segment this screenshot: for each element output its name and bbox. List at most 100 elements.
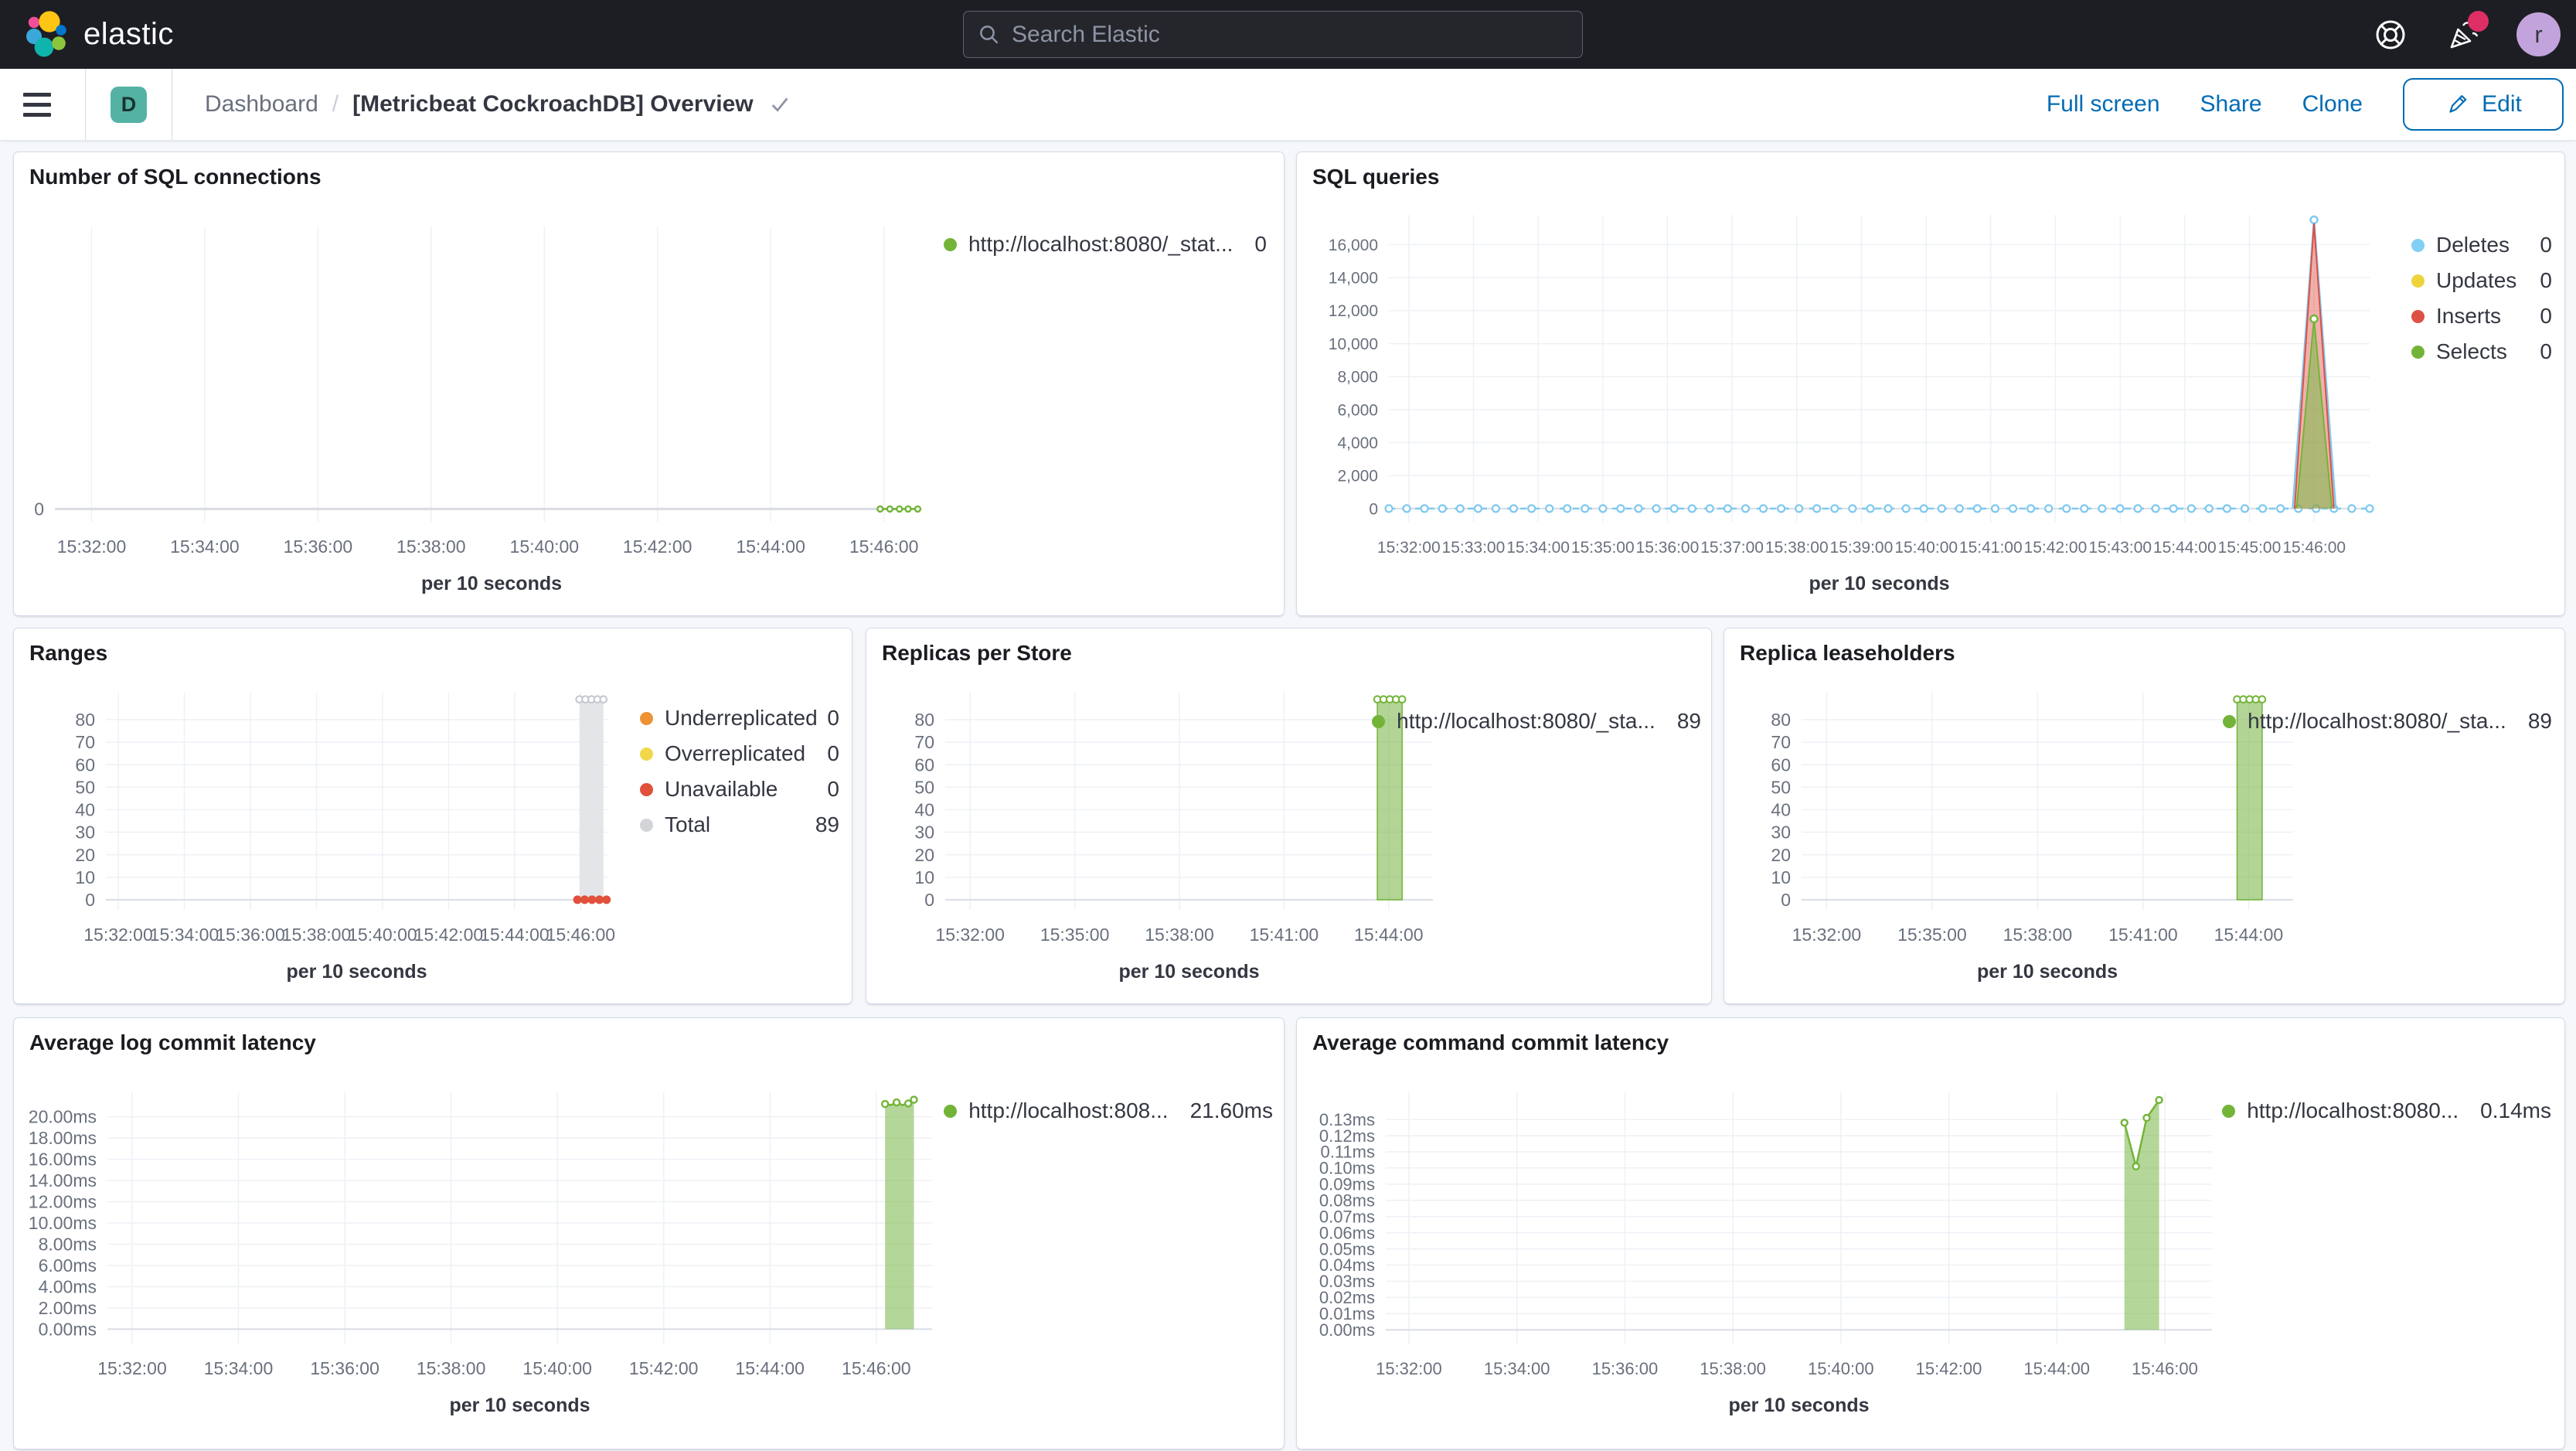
svg-text:15:36:00: 15:36:00 <box>1636 539 1700 557</box>
legend-item-overreplicated[interactable]: Overreplicated 0 <box>640 741 839 766</box>
svg-text:15:46:00: 15:46:00 <box>2132 1359 2198 1378</box>
svg-text:10: 10 <box>75 867 95 887</box>
svg-text:0: 0 <box>1781 890 1791 910</box>
chart-average-log-commit-latency[interactable]: 0.00ms 2.00ms 4.00ms 6.00ms 8.00ms 10.00ms 12.… <box>14 1092 949 1425</box>
svg-text:15:40:00: 15:40:00 <box>1894 539 1958 557</box>
legend-value: 0 <box>827 777 839 801</box>
svg-text:12,000: 12,000 <box>1329 302 1378 320</box>
svg-text:15:36:00: 15:36:00 <box>310 1358 379 1378</box>
legend-item-total[interactable]: Total 89 <box>640 812 839 837</box>
chart-replicas-per-store[interactable]: 0 10 20 30 40 50 60 70 80 15:32:00 15:35:00 15:38:0… <box>866 693 1442 991</box>
svg-text:15:34:00: 15:34:00 <box>170 536 240 557</box>
svg-text:per 10 seconds: per 10 seconds <box>449 1395 590 1416</box>
legend-label: Deletes <box>2436 233 2510 257</box>
svg-text:15:38:00: 15:38:00 <box>1700 1359 1766 1378</box>
svg-text:15:38:00: 15:38:00 <box>282 925 352 945</box>
legend-value: 0 <box>2540 268 2552 292</box>
svg-text:70: 70 <box>1771 732 1791 752</box>
svg-text:0.12ms: 0.12ms <box>1319 1126 1375 1146</box>
elastic-logo-icon <box>26 10 66 56</box>
legend-color-dot <box>2411 238 2425 252</box>
global-search-bar[interactable] <box>963 11 1583 58</box>
svg-text:0.00ms: 0.00ms <box>1319 1320 1375 1340</box>
legend-item-unavailable[interactable]: Unavailable 0 <box>640 777 839 802</box>
legend-value: 0 <box>2540 304 2552 328</box>
svg-text:0.02ms: 0.02ms <box>1319 1288 1375 1307</box>
chart-ranges[interactable]: 0 10 20 30 40 50 60 70 80 15:32:00 15:34:00 15:36:0… <box>14 693 624 991</box>
svg-text:80: 80 <box>914 710 934 730</box>
svg-text:15:36:00: 15:36:00 <box>216 925 285 945</box>
legend-item-http-localhost-808-[interactable]: http://localhost:808... 21.60ms <box>944 1098 1273 1123</box>
legend-item-inserts[interactable]: Inserts 0 <box>2411 304 2552 329</box>
clone-button[interactable]: Clone <box>2302 91 2363 117</box>
svg-text:15:38:00: 15:38:00 <box>417 1358 486 1378</box>
chart-sql-queries[interactable]: 0 2,000 4,000 6,000 8,000 10,000 12,000 14,000 1… <box>1297 215 2379 603</box>
chart-legend: http://localhost:808... 21.60ms <box>944 1098 1273 1134</box>
svg-text:70: 70 <box>75 732 95 752</box>
svg-text:15:35:00: 15:35:00 <box>1897 925 1967 945</box>
svg-text:60: 60 <box>75 754 95 775</box>
legend-item-selects[interactable]: Selects 0 <box>2411 339 2552 364</box>
svg-text:15:32:00: 15:32:00 <box>1792 925 1862 945</box>
svg-text:20: 20 <box>75 845 95 865</box>
legend-value: 0 <box>1254 232 1267 256</box>
edit-button[interactable]: Edit <box>2403 78 2564 131</box>
breadcrumb-dashboard-link[interactable]: Dashboard <box>205 91 318 117</box>
legend-item-deletes[interactable]: Deletes 0 <box>2411 233 2552 257</box>
legend-label: Unavailable <box>665 777 778 801</box>
svg-text:20: 20 <box>914 845 934 865</box>
svg-text:14.00ms: 14.00ms <box>29 1170 97 1190</box>
svg-text:0.03ms: 0.03ms <box>1319 1272 1375 1291</box>
elastic-logo[interactable]: elastic <box>23 10 174 60</box>
svg-text:15:38:00: 15:38:00 <box>1765 539 1829 557</box>
legend-label: http://localhost:8080/_stat... <box>968 232 1234 256</box>
svg-text:8.00ms: 8.00ms <box>39 1235 97 1255</box>
legend-color-dot <box>640 747 653 761</box>
svg-text:15:38:00: 15:38:00 <box>2003 925 2073 945</box>
elastic-wordmark: elastic <box>83 17 174 51</box>
svg-text:14,000: 14,000 <box>1329 269 1378 287</box>
svg-text:0: 0 <box>924 890 934 910</box>
svg-text:18.00ms: 18.00ms <box>29 1128 97 1148</box>
newsfeed-button[interactable] <box>2444 10 2489 54</box>
share-button[interactable]: Share <box>2200 91 2262 117</box>
search-input[interactable] <box>1001 21 1582 48</box>
toolbar-actions: Full screen Share Clone Edit <box>2047 78 2564 131</box>
legend-color-dot <box>1372 714 1386 728</box>
chart-legend: http://localhost:8080/_sta... 89 <box>1372 709 1701 744</box>
legend-item-http-localhost-8080-sta-[interactable]: http://localhost:8080/_sta... 89 <box>2223 709 2552 734</box>
menu-hamburger-button[interactable] <box>23 92 51 117</box>
svg-text:20.00ms: 20.00ms <box>29 1107 97 1127</box>
avatar[interactable]: r <box>2516 12 2561 56</box>
chart-number-of-sql-connections[interactable]: 0 15:32:00 15:34:00 15:36:00 15:38:00 15:40:0… <box>22 222 972 603</box>
chart-average-command-commit-latency[interactable]: 0.00ms 0.01ms 0.02ms 0.03ms 0.04ms 0.05ms 0.06… <box>1297 1092 2224 1425</box>
svg-text:per 10 seconds: per 10 seconds <box>1809 573 1949 594</box>
svg-text:0.07ms: 0.07ms <box>1319 1207 1375 1226</box>
svg-text:15:32:00: 15:32:00 <box>1377 539 1441 557</box>
svg-text:15:44:00: 15:44:00 <box>1354 925 1424 945</box>
svg-text:0.13ms: 0.13ms <box>1319 1110 1375 1129</box>
svg-text:15:40:00: 15:40:00 <box>1808 1359 1874 1378</box>
legend-color-dot <box>2411 309 2425 323</box>
svg-text:15:42:00: 15:42:00 <box>629 1358 699 1378</box>
svg-text:4,000: 4,000 <box>1337 434 1378 452</box>
svg-text:15:46:00: 15:46:00 <box>849 536 919 557</box>
legend-item-http-localhost-8080-sta-[interactable]: http://localhost:8080/_sta... 89 <box>1372 709 1701 734</box>
checkmark-icon <box>769 94 791 115</box>
legend-value: 0 <box>2540 339 2552 363</box>
help-button[interactable] <box>2371 15 2410 54</box>
legend-item-http-localhost-8080-stat-[interactable]: http://localhost:8080/_stat... 0 <box>943 232 1267 257</box>
svg-text:15:40:00: 15:40:00 <box>510 536 580 557</box>
chart-legend: http://localhost:8080/_sta... 89 <box>2223 709 2552 744</box>
legend-item-http-localhost-8080-[interactable]: http://localhost:8080... 0.14ms <box>2222 1098 2551 1123</box>
full-screen-button[interactable]: Full screen <box>2046 91 2160 117</box>
chart-legend: Underreplicated 0 Overreplicated 0 Unavailab… <box>640 706 839 848</box>
svg-text:15:35:00: 15:35:00 <box>1571 539 1635 557</box>
panel-sql-queries: SQL queries 0 2,000 4,000 6,000 8,000 10,000 1… <box>1296 152 2565 616</box>
legend-item-updates[interactable]: Updates 0 <box>2411 268 2552 293</box>
panel-average-command-commit-latency: Average command commit latency 0.00ms 0.0… <box>1296 1017 2565 1449</box>
legend-item-underreplicated[interactable]: Underreplicated 0 <box>640 706 839 731</box>
help-life-ring-icon <box>2376 20 2405 49</box>
svg-text:30: 30 <box>914 823 934 843</box>
chart-replica-leaseholders[interactable]: 0 10 20 30 40 50 60 70 80 15:32:00 15:35:00 15:38:0… <box>1724 693 2302 991</box>
